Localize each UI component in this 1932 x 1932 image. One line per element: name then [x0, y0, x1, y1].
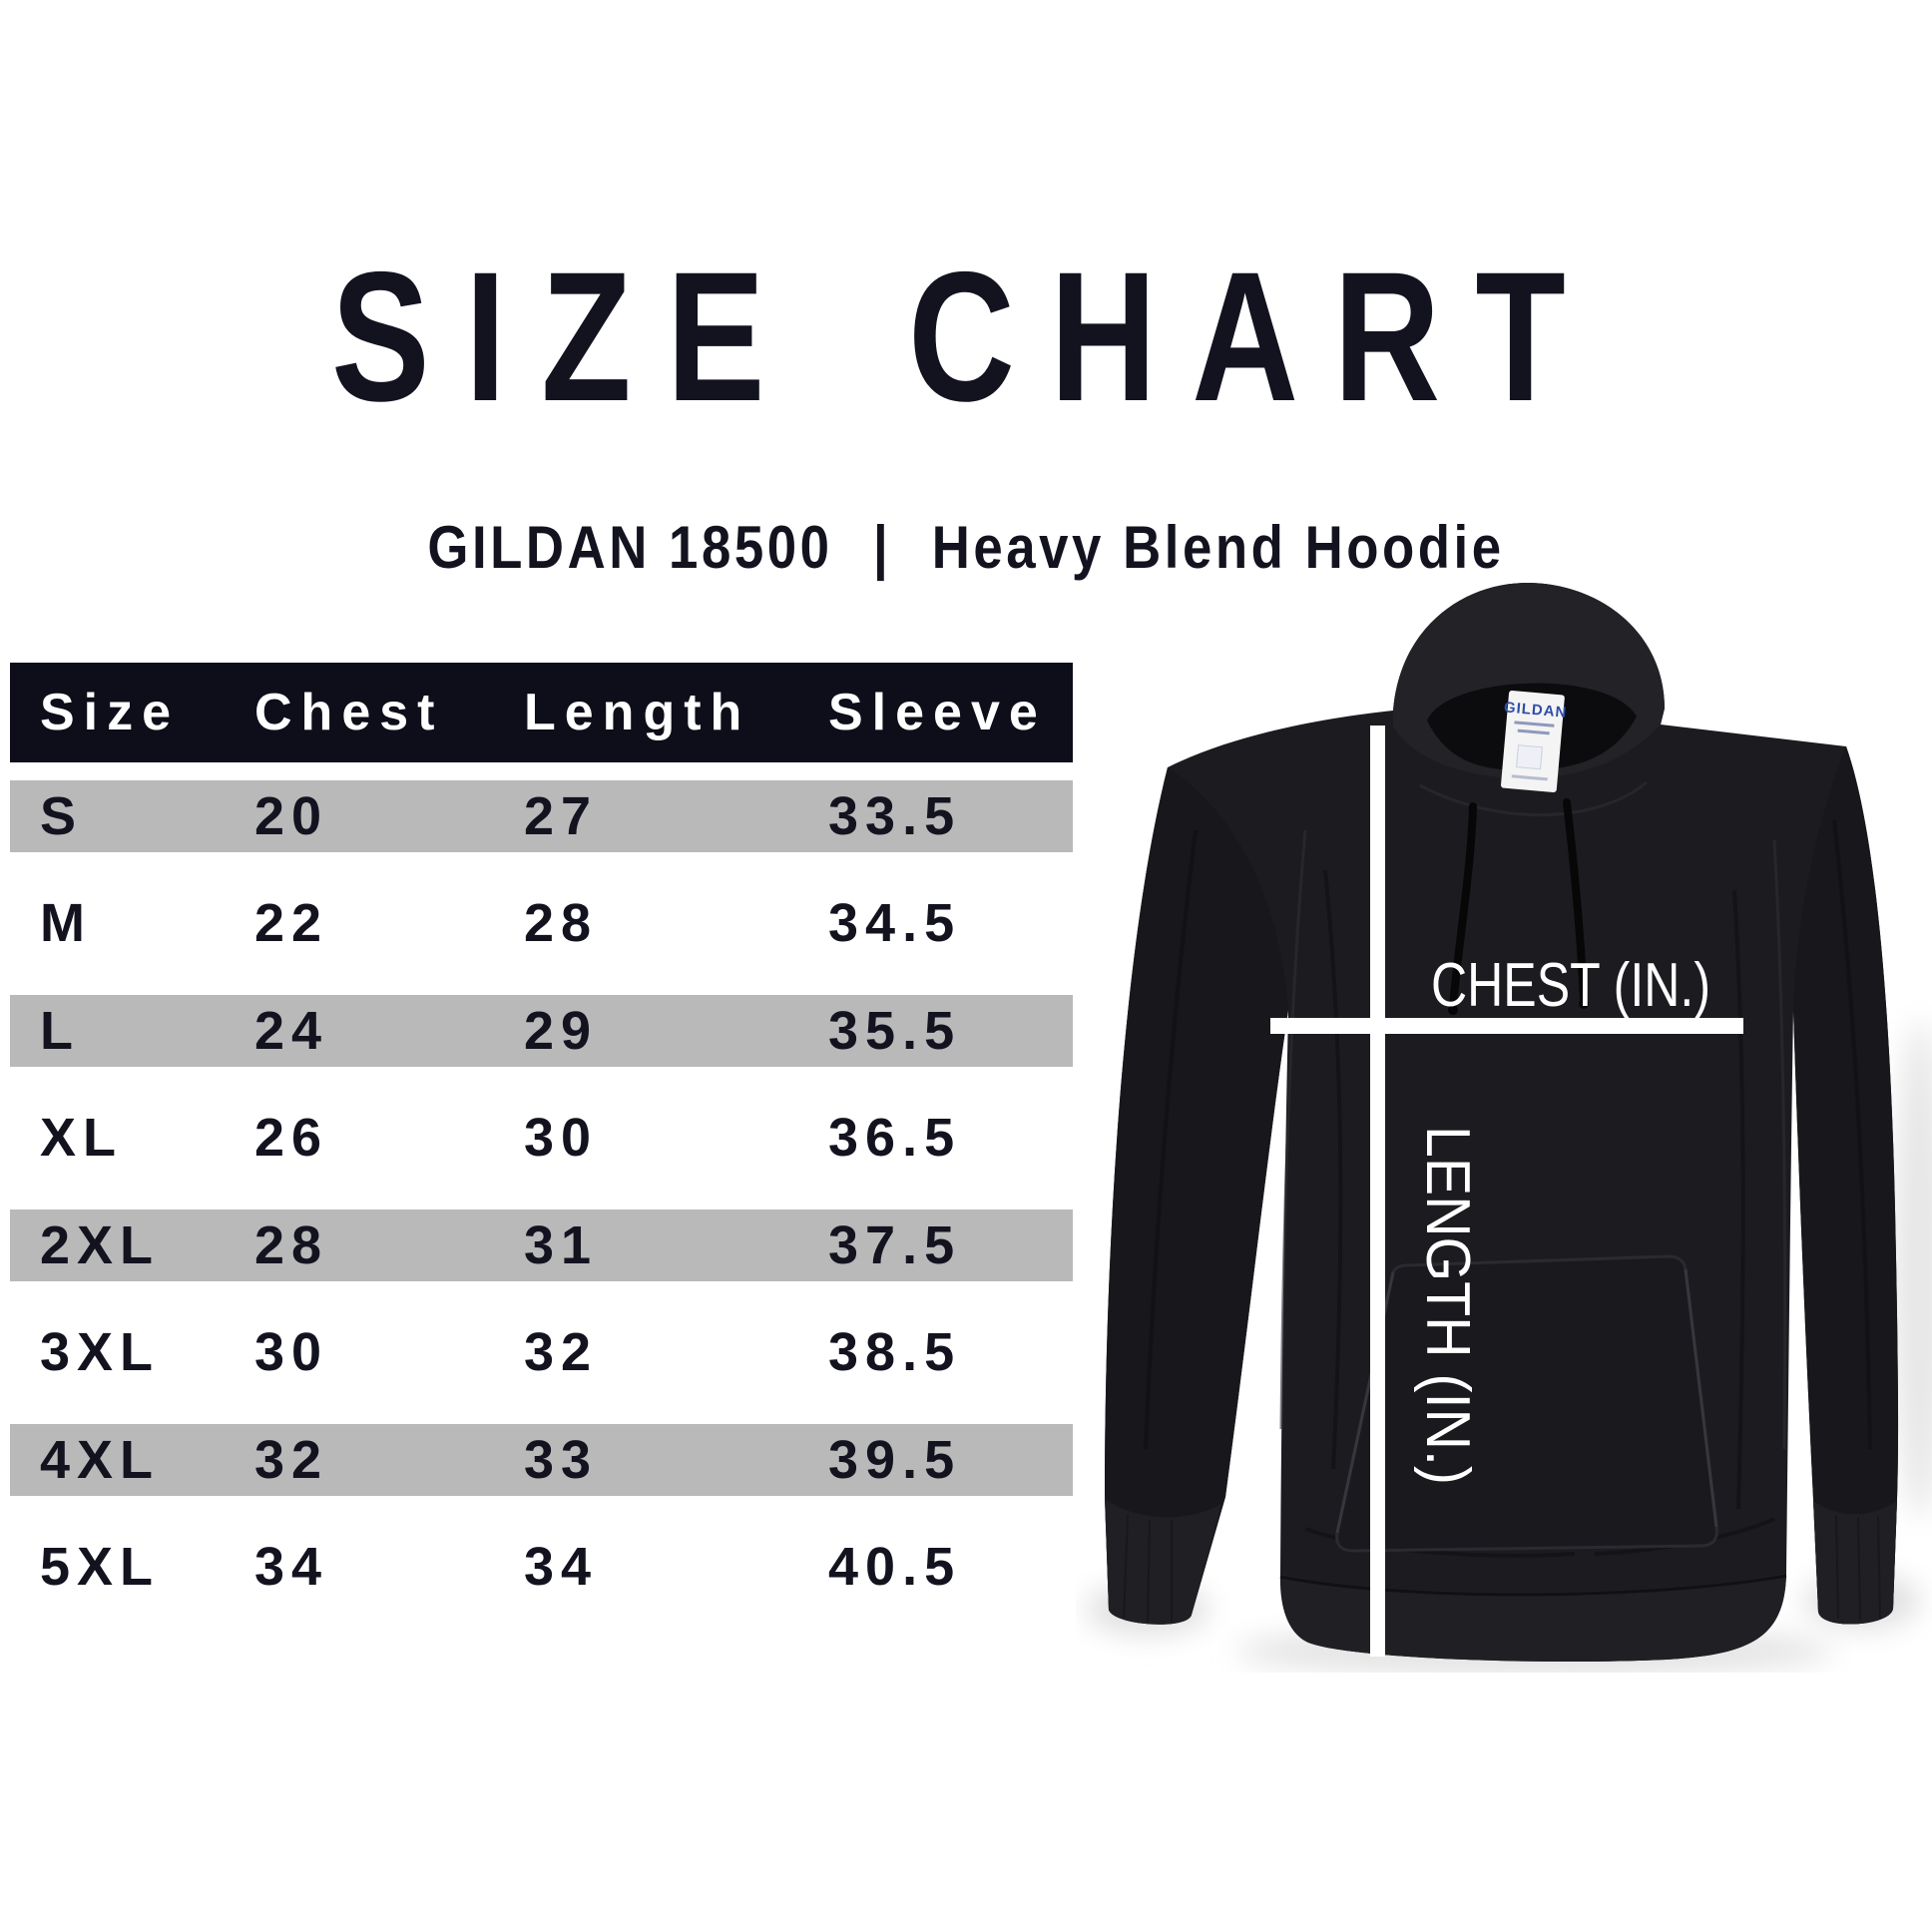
fold-highlights: [1279, 780, 1787, 1450]
tag-text-line: [1511, 774, 1548, 781]
drawstring-left: [1449, 802, 1477, 1010]
right-cuff: [1813, 1501, 1897, 1625]
subtitle: GILDAN 18500 | Heavy Blend Hoodie: [116, 513, 1816, 582]
table-row-3xl: 3XL 30 32 38.5: [10, 1299, 1073, 1407]
page-title: SIZE CHART: [331, 235, 1601, 440]
left-sleeve: [1105, 767, 1288, 1625]
left-cuff: [1105, 1499, 1221, 1625]
header-cell-sleeve: Sleeve: [828, 684, 1047, 741]
hem-seam: [1279, 1574, 1787, 1597]
cell-chest: 22: [254, 893, 329, 954]
cell-size: S: [40, 785, 84, 846]
length-line-label: LENGTH (IN.): [1413, 1126, 1482, 1485]
hem-band: [1280, 1573, 1786, 1662]
cell-chest: 32: [254, 1429, 329, 1490]
hoodie-illustration: GILDAN CHEST (IN.) LENGTH (IN.): [1076, 571, 1932, 1677]
cell-chest: 24: [254, 1000, 329, 1061]
header-cell-length: Length: [524, 684, 751, 741]
cell-chest: 34: [254, 1537, 329, 1598]
table-header: Size Chest Length Sleeve: [10, 663, 1073, 762]
kangaroo-pocket: [1335, 1254, 1718, 1553]
cell-sleeve: 34.5: [828, 893, 962, 954]
cell-sleeve: 38.5: [828, 1322, 962, 1383]
cell-size: 4XL: [40, 1429, 161, 1490]
cell-size: XL: [40, 1108, 124, 1169]
header-cell-size: Size: [40, 684, 181, 741]
cell-length: 28: [524, 893, 599, 954]
drawstring-aglet: [1448, 1005, 1458, 1015]
drawstrings: [1449, 798, 1588, 1010]
cell-size: M: [40, 893, 92, 954]
table-row-m: M 22 28 34.5: [10, 870, 1073, 978]
cell-length: 31: [524, 1214, 599, 1275]
cell-sleeve: 40.5: [828, 1537, 962, 1598]
cuff-ribs: [1123, 1514, 1881, 1624]
cell-chest: 30: [254, 1322, 329, 1383]
subtitle-brand: GILDAN 18500: [427, 514, 833, 581]
drawstring-aglet: [1579, 999, 1589, 1009]
tag-text-line: [1517, 728, 1550, 735]
cell-size: 3XL: [40, 1322, 161, 1383]
right-sleeve: [1793, 746, 1899, 1625]
table-row-s: S 20 27 33.5: [10, 762, 1073, 870]
table-row-xl: XL 26 30 36.5: [10, 1085, 1073, 1193]
cell-chest: 26: [254, 1108, 329, 1169]
header-cell-chest: Chest: [254, 684, 444, 741]
cell-sleeve: 37.5: [828, 1214, 962, 1275]
cell-size: 2XL: [40, 1214, 161, 1275]
table-row-5xl: 5XL 34 34 40.5: [10, 1514, 1073, 1622]
length-measure-line: [1370, 725, 1385, 1657]
table-row-4xl: 4XL 32 33 39.5: [10, 1406, 1073, 1514]
subtitle-product: Heavy Blend Hoodie: [931, 514, 1505, 581]
tag-size-box: [1516, 744, 1543, 770]
cell-sleeve: 35.5: [828, 1000, 962, 1061]
cell-length: 30: [524, 1108, 599, 1169]
table-row-2xl: 2XL 28 31 37.5: [10, 1192, 1073, 1299]
cell-chest: 20: [254, 785, 329, 846]
cell-length: 34: [524, 1537, 599, 1598]
cell-length: 32: [524, 1322, 599, 1383]
cell-chest: 28: [254, 1214, 329, 1275]
table-row-l: L 24 29 35.5: [10, 977, 1073, 1085]
neck-tag: GILDAN: [1500, 690, 1568, 793]
size-table: Size Chest Length Sleeve S 20 27 33.5 M …: [10, 663, 1073, 1621]
cell-sleeve: 39.5: [828, 1429, 962, 1490]
cell-size: 5XL: [40, 1537, 161, 1598]
cell-size: L: [40, 1000, 80, 1061]
cell-length: 33: [524, 1429, 599, 1490]
cell-length: 27: [524, 785, 599, 846]
chest-measure-line: [1270, 1018, 1743, 1034]
hoodie-svg: GILDAN CHEST (IN.) LENGTH (IN.): [1086, 583, 1932, 1677]
tag-brand-text: GILDAN: [1503, 699, 1568, 721]
tag-text-line: [1514, 721, 1555, 727]
shadow: [1894, 1020, 1932, 1519]
subtitle-divider: |: [872, 514, 892, 581]
cell-length: 29: [524, 1000, 599, 1061]
chest-line-label: CHEST (IN.): [1431, 951, 1710, 1020]
cell-sleeve: 33.5: [828, 785, 962, 846]
cell-sleeve: 36.5: [828, 1108, 962, 1169]
drawstring-right: [1563, 798, 1588, 1004]
